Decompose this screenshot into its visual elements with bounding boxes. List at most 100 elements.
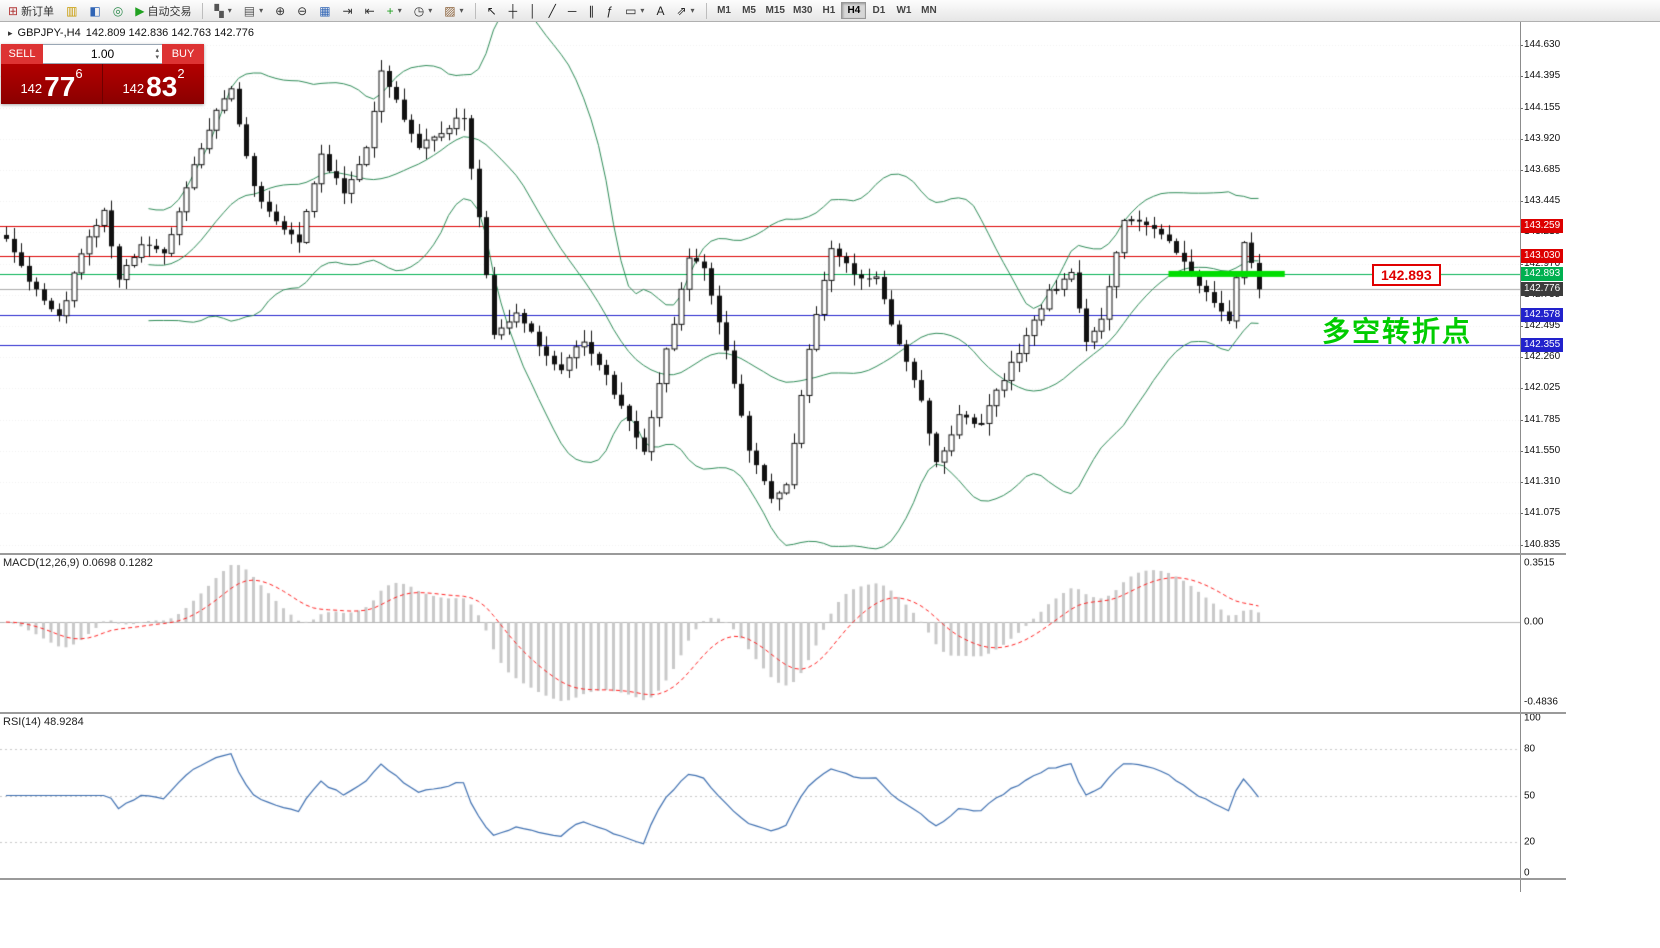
toolbar-separator <box>202 2 204 19</box>
volume-up-icon[interactable]: ▴ <box>155 47 159 54</box>
tile-windows-icon: ▦ <box>319 3 331 18</box>
crosshair-icon: ┼ <box>508 3 518 18</box>
price-axis-tick: 141.075 <box>1519 507 1561 519</box>
buy-price-prefix: 142 <box>122 81 145 96</box>
timeframe-m15[interactable]: M15 <box>762 2 789 19</box>
fibonacci-icon: ƒ <box>606 3 614 18</box>
timeframe-m30-label: M30 <box>792 5 813 16</box>
toolbar-separator <box>705 2 707 19</box>
autotrading-icon: ▶ <box>135 3 145 18</box>
auto-scroll-button[interactable]: ⇥ <box>338 1 358 21</box>
zoom-out-button[interactable]: ⊖ <box>292 1 312 21</box>
profiles-button[interactable]: ▤ ▾ <box>239 1 268 21</box>
price-callout: 142.893 <box>1372 264 1441 286</box>
symbol-info: ▸ GBPJPY-,H4 142.809 142.836 142.763 142… <box>8 27 254 39</box>
market-watch-button[interactable]: ▥ <box>61 1 82 21</box>
volume-value[interactable]: 1.00 <box>90 47 115 61</box>
new-chart-button[interactable]: ▚ ▾ <box>209 1 236 21</box>
horizontal-line-button[interactable]: ─ <box>563 1 582 21</box>
chart-shift-button[interactable]: ⇤ <box>360 1 380 21</box>
panel-separator[interactable] <box>0 712 1566 714</box>
channel-icon: ∥ <box>588 3 595 18</box>
dropdown-caret-icon: ▾ <box>259 6 264 15</box>
sell-price-pip: 6 <box>75 66 83 81</box>
rsi-scale-value: 50 <box>1524 790 1536 801</box>
new-order-button[interactable]: ⊞ 新订单 <box>3 1 59 21</box>
price-level-badge: 142.355 <box>1521 337 1563 352</box>
price-axis-tick: 143.445 <box>1519 195 1561 207</box>
trendline-button[interactable]: ╱ <box>544 1 561 21</box>
toolbar-separator <box>474 2 476 19</box>
dropdown-caret-icon: ▾ <box>397 6 402 15</box>
arrows-button[interactable]: ⇗ ▾ <box>671 1 699 21</box>
new-order-button-label: 新订单 <box>21 5 55 18</box>
vertical-line-icon: │ <box>529 3 537 18</box>
zoom-in-icon: ⊕ <box>275 3 286 18</box>
templates-button[interactable]: ▨ ▾ <box>439 1 468 21</box>
crosshair-button[interactable]: ┼ <box>504 1 523 21</box>
data-window-button[interactable]: ◧ <box>84 1 105 21</box>
volume-down-icon[interactable]: ▾ <box>155 54 159 61</box>
rsi-label: RSI(14) 48.9284 <box>3 716 84 728</box>
cursor-button[interactable]: ↖ <box>482 1 502 21</box>
shapes-button[interactable]: ▭ ▾ <box>620 1 649 21</box>
horizontal-line-icon: ─ <box>567 3 577 18</box>
fibonacci-button[interactable]: ƒ <box>601 1 618 21</box>
volume-stepper[interactable]: ▴ ▾ <box>155 47 159 61</box>
templates-icon: ▨ <box>444 3 456 18</box>
text-button[interactable]: A <box>651 1 669 21</box>
timeframe-h1[interactable]: H1 <box>816 2 841 19</box>
timeframe-m15-label: M15 <box>765 5 785 16</box>
price-axis-tick: 142.025 <box>1519 382 1561 394</box>
indicators-button[interactable]: + ▾ <box>382 1 407 21</box>
new-chart-icon: ▚ <box>214 3 224 18</box>
timeframe-m1-label: M1 <box>717 5 731 16</box>
zoom-in-button[interactable]: ⊕ <box>270 1 290 21</box>
panel-separator[interactable] <box>0 553 1566 555</box>
timeframe-mn[interactable]: MN <box>916 2 941 19</box>
timeframe-h1-label: H1 <box>822 5 836 16</box>
time-axis[interactable]: 10 Jan 202013 Jan 12:0014 Jan 20:0016 Ja… <box>0 878 1520 894</box>
sell-price-display[interactable]: 142 77 6 <box>1 64 102 104</box>
sell-price-big: 77 <box>44 71 76 102</box>
toolbar: ⊞ 新订单 ▥ ◧ ◎ ▶ 自动交易 ▚ ▾ ▤ ▾ ⊕ ⊖ ▦ ⇥ ⇤ + ▾ ◷ ▾ ▨ ▾ ↖ ┼ │ ╱ ─ ∥ ƒ ▭ ▾ A ⇗ ▾ M… <box>0 0 1660 22</box>
price-axis-tick: 142.260 <box>1519 351 1561 363</box>
timeframe-m1[interactable]: M1 <box>712 2 737 19</box>
main-price-chart[interactable] <box>0 22 1520 553</box>
price-axis-tick: 141.785 <box>1519 413 1561 425</box>
new-order-icon: ⊞ <box>8 3 19 18</box>
vertical-line-button[interactable]: │ <box>524 1 542 21</box>
indicators-icon: + <box>386 3 394 18</box>
buy-button[interactable]: BUY <box>162 44 204 64</box>
timeframe-d1[interactable]: D1 <box>866 2 891 19</box>
autotrading-button[interactable]: ▶ 自动交易 <box>130 1 196 21</box>
buy-price-display[interactable]: 142 83 2 <box>103 64 204 104</box>
timeframe-w1-label: W1 <box>896 5 912 16</box>
tile-windows-button[interactable]: ▦ <box>314 1 335 21</box>
strategy-tester-button[interactable]: ◎ <box>108 1 128 21</box>
macd-scale-value: -0.4836 <box>1524 696 1558 708</box>
timeframe-h4[interactable]: H4 <box>841 2 867 19</box>
timeframe-m5[interactable]: M5 <box>737 2 762 19</box>
volume-field[interactable]: 1.00 ▴ ▾ <box>43 44 162 64</box>
panel-separator[interactable] <box>0 878 1566 880</box>
timeframe-m30[interactable]: M30 <box>789 2 816 19</box>
macd-label: MACD(12,26,9) 0.0698 0.1282 <box>3 557 153 569</box>
rsi-scale-value: 0 <box>1524 867 1530 879</box>
dropdown-caret-icon: ▾ <box>640 6 645 15</box>
timeframe-mn-label: MN <box>921 5 937 16</box>
macd-indicator-chart[interactable] <box>0 555 1520 711</box>
one-click-trading-panel: SELL 1.00 ▴ ▾ BUY 142 77 6 142 83 2 <box>1 44 204 104</box>
timeframe-d1-label: D1 <box>872 5 886 16</box>
channel-button[interactable]: ∥ <box>583 1 599 21</box>
periods-button[interactable]: ◷ ▾ <box>409 1 438 21</box>
price-level-badge: 143.259 <box>1521 218 1563 233</box>
timeframe-w1[interactable]: W1 <box>891 2 916 19</box>
annotation-text: 多空转折点 <box>1322 316 1473 347</box>
sell-button[interactable]: SELL <box>1 44 43 64</box>
timeframe-h4-label: H4 <box>847 5 861 16</box>
rsi-indicator-chart[interactable] <box>0 714 1520 877</box>
dropdown-caret-icon: ▾ <box>428 6 433 15</box>
price-axis-tick: 141.550 <box>1519 444 1561 456</box>
